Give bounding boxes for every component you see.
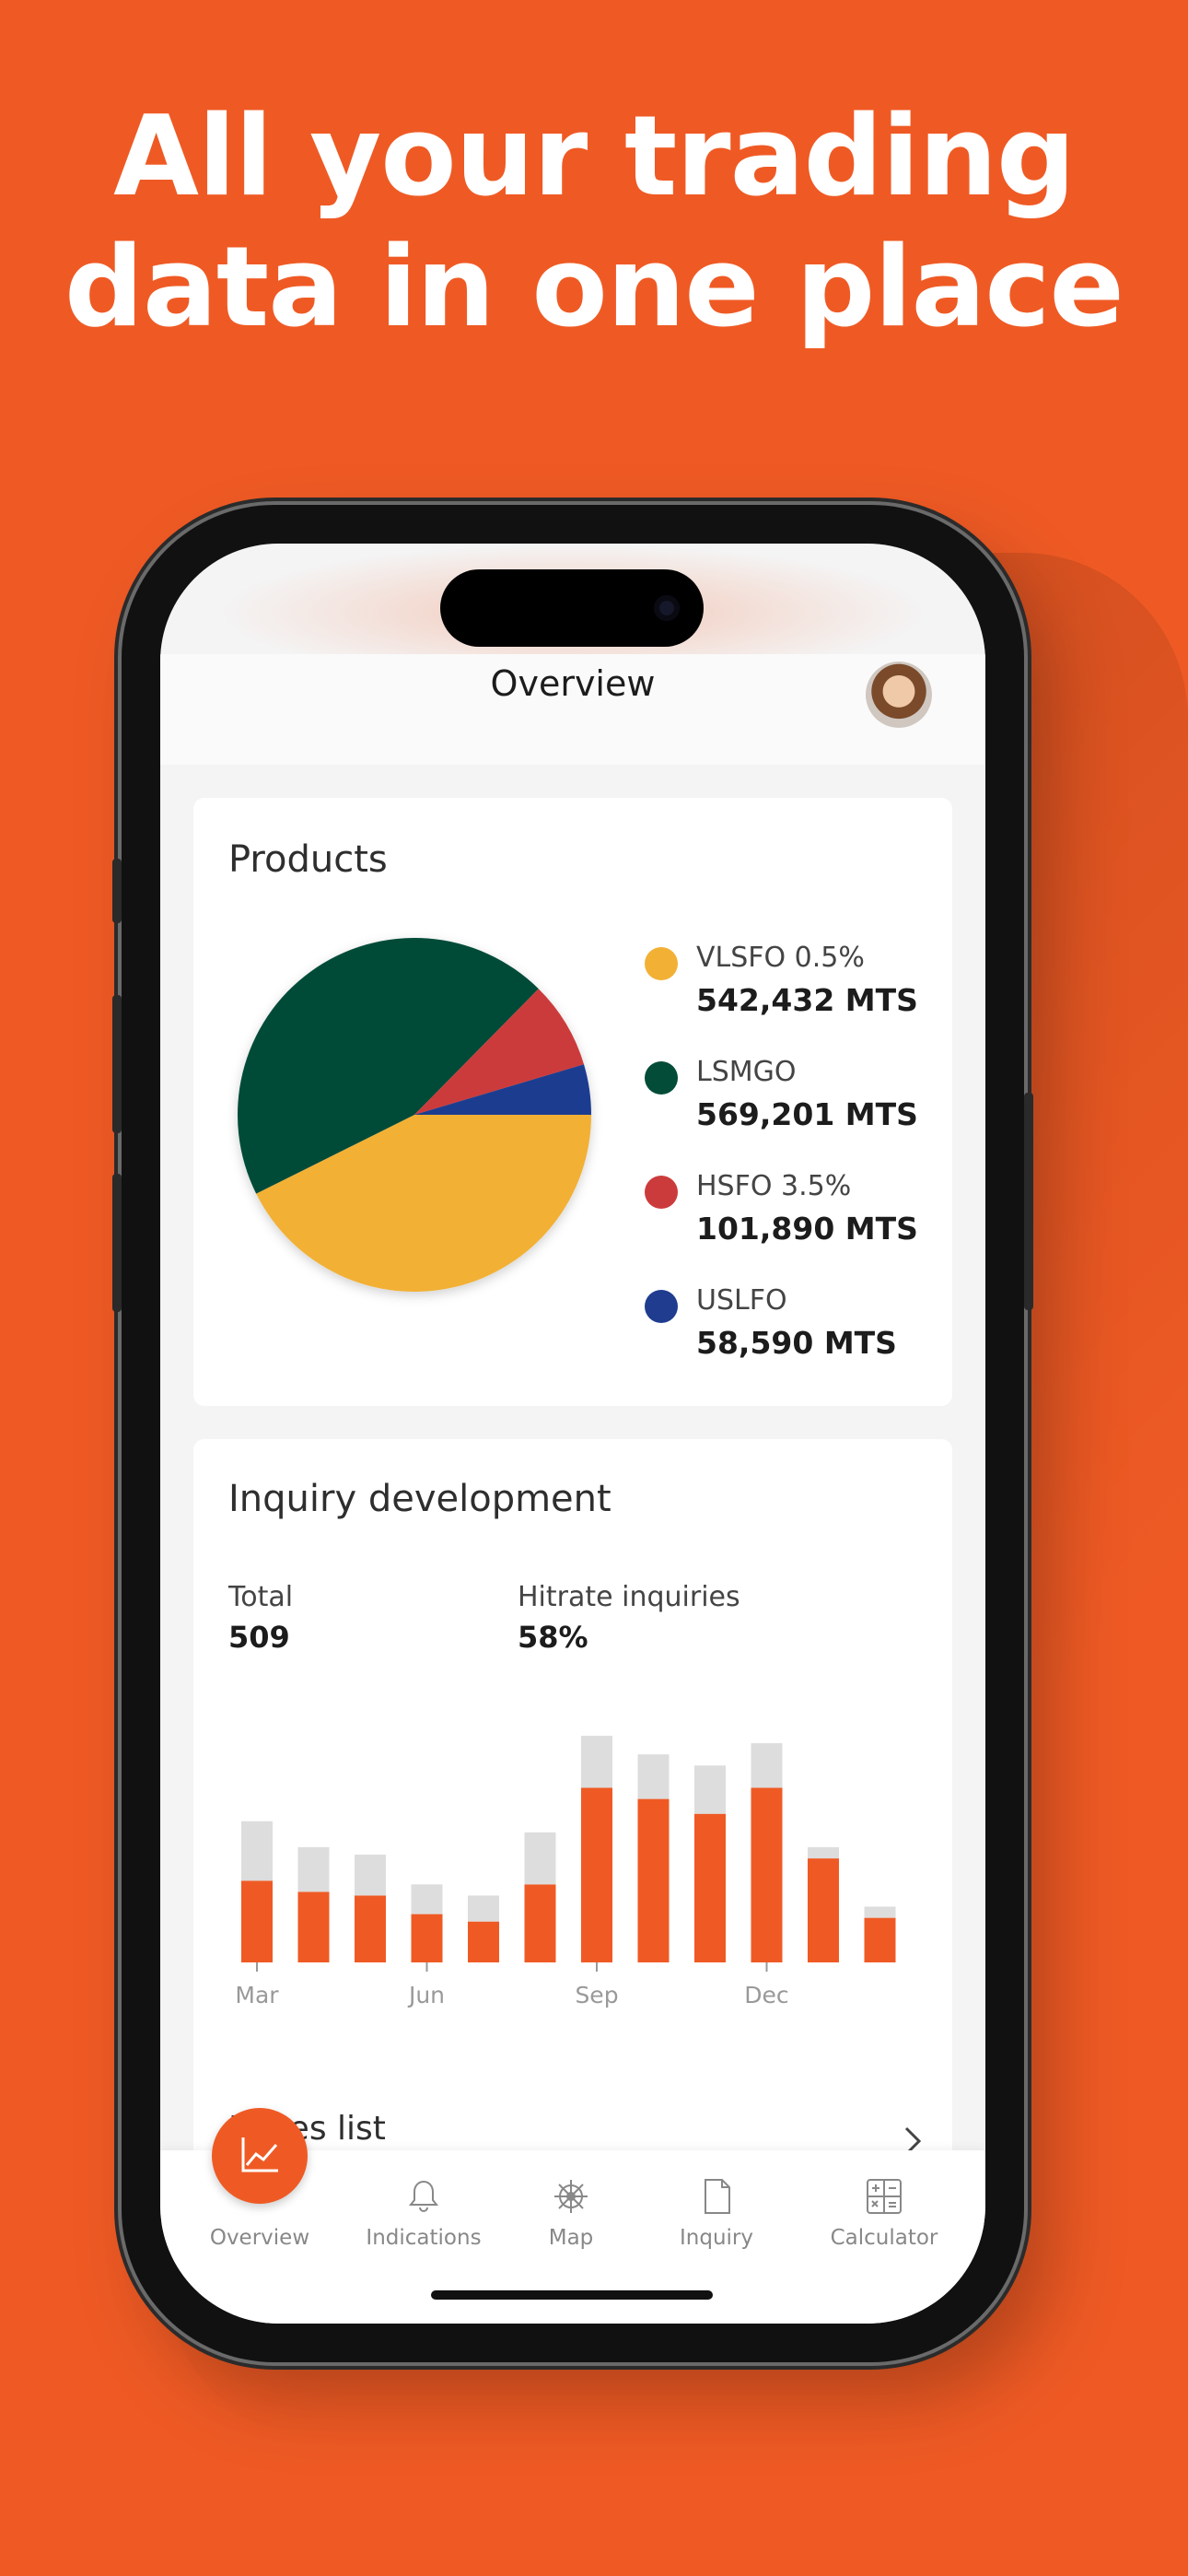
nav-label-overview: Overview [209,2226,310,2250]
bar-total-0 [241,1821,273,1881]
bar-total-11 [864,1906,896,1918]
phone-power-button [1024,1093,1033,1310]
legend-name-lsmgo: LSMGO [696,1056,797,1088]
phone-volume-up [112,995,122,1133]
x-tick-label: Dec [744,1982,788,2008]
hitrate-label: Hitrate inquiries [518,1581,740,1613]
nav-item-calculator[interactable]: Calculator [810,2150,958,2261]
app-screen: Overview Products VLSFO 0.5% 542,432 MTS… [160,544,985,2324]
nav-label-inquiry: Inquiry [680,2226,753,2250]
total-value: 509 [228,1620,290,1655]
bar-total-1 [297,1847,330,1892]
pie-slice-hsfo-3-5 [414,989,585,1115]
x-tick-label: Sep [575,1982,618,2008]
hitrate-value: 58% [518,1620,588,1655]
pie-slice-vlsfo-0-5 [256,1115,591,1293]
legend-name-uslfo: USLFO [696,1284,787,1317]
bar-total-9 [751,1743,783,1788]
nav-label-map: Map [548,2226,594,2250]
bar-hit-9 [751,1787,783,1962]
bar-hit-11 [864,1917,896,1962]
ship-wheel-icon [554,2180,588,2213]
bar-hit-10 [808,1858,839,1962]
headline-line-2: data in one place [64,224,1124,352]
legend-dot-vlsfo [645,947,678,980]
page-title: Overview [490,663,656,704]
bar-hit-1 [297,1891,330,1962]
bar-total-6 [581,1736,612,1788]
x-tick-label: Mar [235,1982,279,2008]
bar-total-5 [524,1832,556,1885]
bar-hit-7 [637,1798,670,1962]
legend-value-uslfo: 58,590 MTS [696,1325,897,1361]
pie-slice-uslfo [414,1064,591,1115]
legend-value-lsmgo: 569,201 MTS [696,1096,918,1132]
bar-hit-2 [355,1895,386,1962]
products-card: Products VLSFO 0.5% 542,432 MTS LSMGO 56… [193,798,952,1406]
nav-label-calculator: Calculator [830,2226,938,2250]
bar-total-3 [411,1884,443,1914]
x-tick-label: Jun [407,1982,445,2008]
bar-hit-8 [694,1813,726,1962]
bar-hit-4 [468,1921,499,1962]
bar-total-4 [468,1895,499,1922]
legend-dot-hsfo [645,1176,678,1209]
inquiry-bar-chart: Mar Jun Sep Dec [235,1736,896,2008]
overview-fab[interactable] [212,2108,308,2204]
bar-hit-5 [524,1884,556,1962]
home-indicator [431,2290,713,2300]
legend-name-hsfo: HSFO 3.5% [696,1170,852,1202]
total-label: Total [228,1581,294,1613]
bar-total-8 [694,1765,726,1814]
products-pie-chart [237,937,591,1293]
chevron-right-icon [904,2126,922,2156]
nav-item-inquiry[interactable]: Inquiry [643,2150,790,2261]
bar-hit-6 [581,1787,612,1962]
legend-dot-lsmgo [645,1061,678,1095]
bar-hit-0 [241,1880,273,1962]
avatar[interactable] [866,662,932,728]
nav-item-overview[interactable]: Overview [186,2150,333,2261]
legend-name-vlsfo: VLSFO 0.5% [696,942,865,974]
products-title: Products [228,838,388,881]
camera-icon [654,595,680,621]
dynamic-island [440,569,704,647]
nav-label-indications: Indications [366,2226,482,2250]
bar-total-7 [637,1754,670,1799]
top-bar [160,654,985,765]
calculator-icon [867,2179,902,2214]
bar-total-2 [355,1855,386,1896]
nav-item-indications[interactable]: Indications [350,2150,497,2261]
bell-icon [408,2180,439,2212]
chart-line-icon [241,2137,278,2172]
phone-volume-down [112,1174,122,1312]
nav-item-map[interactable]: Map [497,2150,645,2261]
bar-total-10 [808,1847,839,1859]
document-icon [705,2179,730,2214]
inquiry-title: Inquiry development [228,1478,611,1520]
pie-slice-lsmgo [237,937,539,1194]
legend-value-hsfo: 101,890 MTS [696,1211,918,1247]
legend-dot-uslfo [645,1290,678,1323]
legend-value-vlsfo: 542,432 MTS [696,982,918,1018]
bar-hit-3 [411,1914,443,1962]
headline: All your trading data in one place [0,92,1188,354]
phone-silent-switch [112,859,122,923]
headline-line-1: All your trading [113,93,1076,221]
inquiry-card: Inquiry development Total 509 Hitrate in… [193,1439,952,2117]
